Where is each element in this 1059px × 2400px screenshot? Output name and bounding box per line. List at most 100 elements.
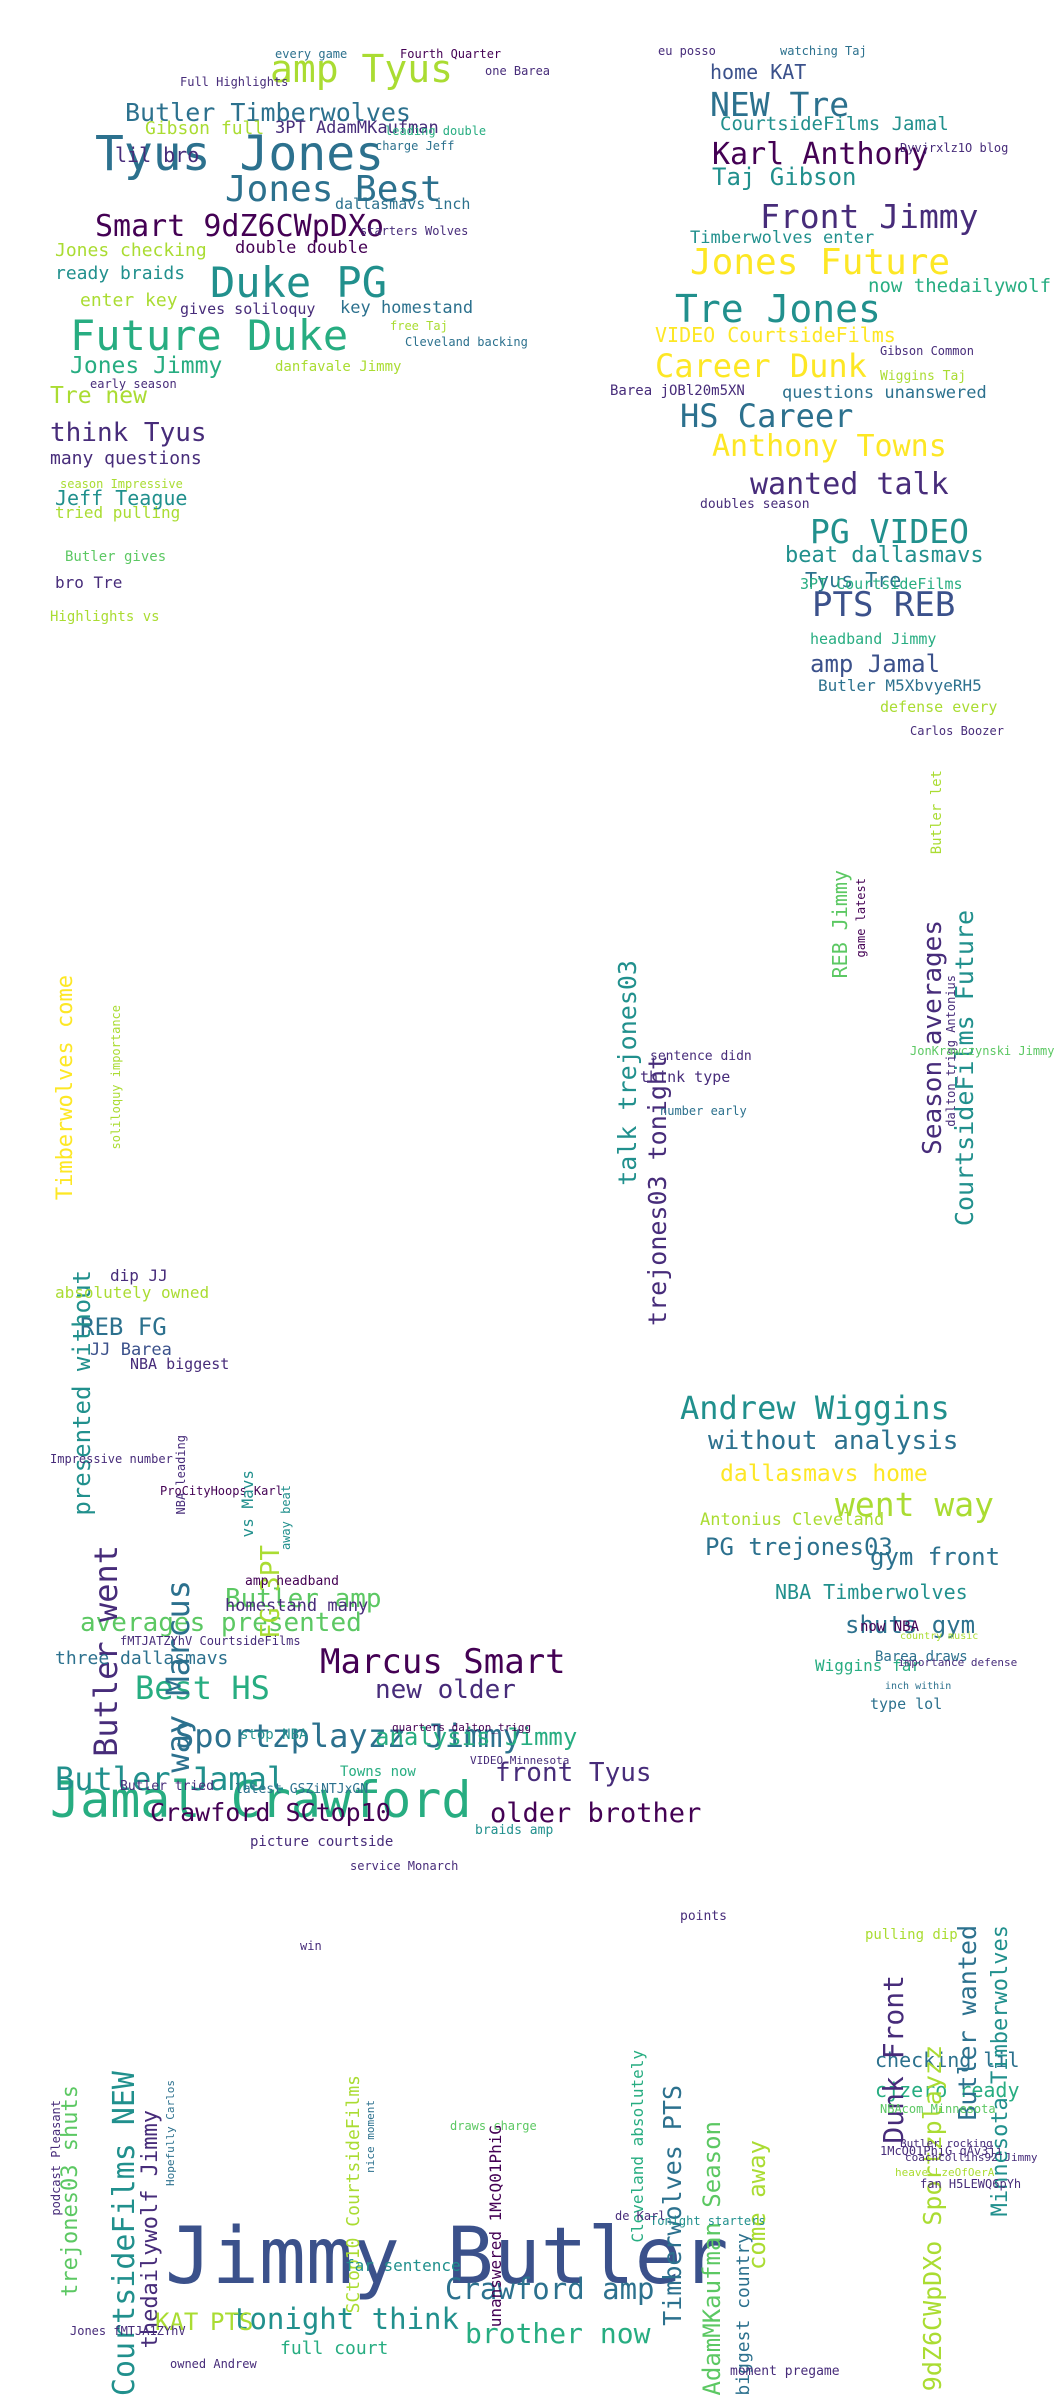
word-175: service Monarch xyxy=(350,1859,459,1873)
word-45: Jones checking xyxy=(55,240,207,261)
word-116: Carlos Boozer xyxy=(910,724,1004,738)
word-25: Butler Jamal xyxy=(55,1760,287,1798)
word-158: ProCityHoops Karl xyxy=(160,1484,283,1498)
word-148: Full Highlights xyxy=(180,75,289,89)
word-52: danfavale Jimmy xyxy=(275,359,402,375)
word-166: JonKrawczynski Jimmy xyxy=(910,1044,1055,1058)
word-109: Butler gives xyxy=(65,549,167,565)
word-154: Cleveland backing xyxy=(405,335,528,349)
word-112: season Impressive xyxy=(60,477,183,491)
word-119: sentence didn xyxy=(650,1049,752,1064)
word-19: PG VIDEO xyxy=(810,512,969,551)
word-34: new older xyxy=(375,1675,516,1705)
word-129: fMTJATZYhV CourtsideFilms xyxy=(120,1634,301,1648)
word-102: KAT xyxy=(155,2308,199,2336)
word-6: Jones Best xyxy=(225,169,442,210)
word-55: Timberwolves enter xyxy=(690,228,875,248)
word-105: far sentence xyxy=(345,2256,461,2275)
word-93: AdamMKaufman Season xyxy=(698,2121,726,2396)
word-32: averages presented xyxy=(80,1608,362,1638)
word-72: Wiggins far xyxy=(815,1656,921,1675)
word-176: win xyxy=(300,1939,322,1953)
word-5: amp Tyus xyxy=(270,47,454,91)
word-99: SCtop10 CourtsideFilms xyxy=(343,2075,364,2314)
word-146: charge Jeff xyxy=(375,139,455,153)
word-96: 9dZ6CWpDXo Sportzplayzz xyxy=(918,2045,947,2392)
word-114: doubles season xyxy=(700,497,810,512)
word-172: VIDEO Minnesota xyxy=(470,1754,570,1767)
word-36: analysis Jimmy xyxy=(375,1723,578,1751)
word-125: braids amp xyxy=(475,1823,554,1838)
word-155: early season xyxy=(90,377,177,391)
word-31: Best HS xyxy=(135,1669,270,1707)
word-169: inch within xyxy=(885,1681,952,1692)
word-149: every game xyxy=(275,47,348,61)
word-64: Butler M5XbvyeRH5 xyxy=(818,676,982,695)
word-47: double double xyxy=(235,238,369,258)
word-100: unanswered 1McQ01PhiG xyxy=(486,2125,505,2328)
word-180: 1McQ01PhiG qAv3ji xyxy=(880,2144,1003,2158)
word-29: tonight think xyxy=(232,2302,459,2336)
word-77: JJ Barea xyxy=(90,1340,172,1360)
word-14: Tre Jones xyxy=(675,287,881,331)
word-24: Sportzplayzz Jimmy xyxy=(175,1717,522,1755)
word-3: Duke PG xyxy=(210,258,388,307)
word-147: leading double xyxy=(385,124,487,138)
word-140: heave LzeOfOerA xyxy=(895,2166,995,2179)
word-156: NBA biggest xyxy=(130,1355,230,1373)
word-137: Butler rocking xyxy=(900,2137,993,2150)
word-2: Tyus Jones xyxy=(95,126,384,182)
word-171: nice moment xyxy=(364,2100,377,2173)
word-95: Dunk Front xyxy=(877,1975,910,2144)
word-122: pulling dip xyxy=(865,1927,958,1943)
word-144: Gibson Common xyxy=(880,344,974,358)
word-142: watching Taj xyxy=(780,44,867,58)
word-136: NBAcom Minnesota xyxy=(880,2102,996,2116)
word-51: gives soliloquy xyxy=(180,300,316,318)
word-173: quarters dalton_trigg xyxy=(392,1721,532,1734)
word-76: REB FG xyxy=(80,1313,167,1341)
word-71: NBA Timberwolves xyxy=(775,1580,968,1604)
word-107: absolutely owned xyxy=(55,1283,210,1302)
word-13: Jones Future xyxy=(690,242,951,283)
word-92: Timberwolves PTS xyxy=(658,2085,687,2326)
word-63: headband Jimmy xyxy=(810,630,937,648)
word-89: CourtsideFilms NEW xyxy=(107,2070,142,2396)
word-139: fan H5LEWQ6pYh xyxy=(920,2177,1022,2191)
word-163: game latest xyxy=(854,878,868,958)
word-59: beat dallasmavs xyxy=(785,543,984,568)
word-18: wanted talk xyxy=(750,467,949,502)
word-127: latest GSZiNTJxGN xyxy=(235,1782,369,1797)
word-126: Butler tried xyxy=(120,1779,214,1794)
word-66: dallasmavs home xyxy=(720,1461,928,1487)
word-48: enter key xyxy=(80,290,178,311)
word-26: Crawford SCtop10 xyxy=(150,1798,391,1827)
word-15: Career Dunk xyxy=(655,347,867,385)
word-168: country music xyxy=(900,1631,979,1642)
word-75: cjzero ready xyxy=(875,2078,1020,2102)
word-143: Dyvjrxlz1O blog xyxy=(900,141,1009,155)
word-78: homestand many xyxy=(225,1596,369,1616)
word-38: think Tyus xyxy=(50,418,207,448)
word-111: Highlights vs xyxy=(50,609,160,625)
word-141: eu posso xyxy=(658,44,716,58)
word-65: without analysis xyxy=(708,1426,959,1456)
word-57: VIDEO CourtsideFilms xyxy=(655,323,896,347)
word-128: three dallasmavs xyxy=(55,1648,229,1669)
word-86: Season averages xyxy=(918,920,948,1155)
word-49: key homestand xyxy=(340,298,474,318)
word-61: amp Jamal xyxy=(810,650,941,678)
word-108: tried pulling xyxy=(55,503,181,522)
word-97: Butler wanted xyxy=(953,1925,982,2121)
word-130: amp headband xyxy=(245,1574,339,1589)
word-46: ready braids xyxy=(55,263,186,284)
word-7: Smart 9dZ6CWpDXo xyxy=(95,209,384,244)
word-33: Butler amp xyxy=(225,1584,382,1614)
word-16: HS Career xyxy=(680,397,854,435)
word-30: brother now xyxy=(465,2317,651,2350)
word-85: trejones03 tonight xyxy=(643,1055,672,1326)
word-138: coachcollins92 Jimmy xyxy=(905,2151,1038,2164)
word-83: FG 3PT xyxy=(256,1545,286,1639)
word-1: Jamal Crawford xyxy=(50,1771,472,1829)
